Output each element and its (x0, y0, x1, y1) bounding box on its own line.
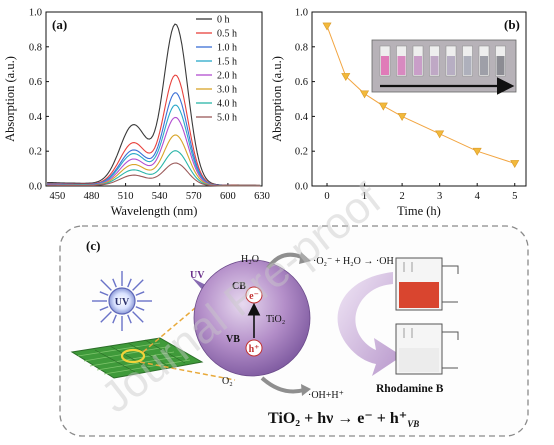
x-axis-label-a: Wavelength (nm) (111, 204, 198, 218)
y-tick-label-b: 1.0 (295, 8, 308, 19)
x-tick-label-b: 2 (399, 191, 404, 202)
y-tick-label-b: 0.8 (295, 42, 308, 53)
beaker-before-icon (395, 257, 459, 311)
y-tick-label-b: 0.2 (295, 147, 308, 158)
decay-point (472, 147, 482, 156)
x-tick-label-b: 3 (437, 191, 442, 202)
decay-point (378, 102, 388, 111)
uv-arrow-label: UV (190, 270, 205, 281)
spectrum-line-4 (47, 116, 261, 187)
x-tick-label-b: 5 (512, 191, 517, 202)
panel-label-a: (a) (52, 17, 67, 32)
x-tick-label-a: 570 (186, 191, 202, 202)
uv-ray (135, 306, 145, 311)
mechanism-diagram: (c) UV UV CB VB e⁻ h⁺ TiO₂ (59, 225, 529, 437)
uv-ray (100, 279, 112, 291)
y-tick-label-a: 0.6 (29, 77, 42, 88)
electron-label: e⁻ (249, 291, 259, 302)
o2-label: O₂ (222, 376, 233, 387)
reaction-top: ·O₂⁻ + H₂O → ·OH (313, 256, 394, 267)
tio2-sphere-icon (193, 259, 311, 377)
inset-photo (371, 39, 517, 93)
uv-ray (112, 314, 117, 324)
uv-ray (132, 279, 144, 291)
decay-line (326, 25, 515, 164)
vb-label: VB (226, 334, 240, 345)
x-tick-label-a: 540 (152, 191, 168, 202)
y-tick-label-b: 0.6 (295, 77, 308, 88)
x-tick-label-b: 0 (324, 191, 329, 202)
y-tick-label-b: 0.0 (295, 182, 308, 193)
legend-label-a: 5.0 h (217, 113, 237, 124)
vial-solution (381, 56, 389, 75)
x-tick-label-a: 600 (220, 191, 236, 202)
x-tick-label-b: 4 (475, 191, 481, 202)
x-tick-label-a: 510 (118, 191, 134, 202)
x-tick-label-a: 450 (49, 191, 65, 202)
decay-point (360, 90, 370, 99)
vial-solution (480, 56, 488, 75)
decay-point (322, 22, 332, 31)
hole-label: h⁺ (249, 344, 260, 355)
legend-label-a: 1.0 h (217, 43, 237, 54)
vial-solution (397, 56, 406, 75)
spectra-chart: 450 480 510 540 570 600 630 0.0 0.2 0.4 0.6 0.8 1.0 W… (3, 8, 270, 219)
decay-point (510, 160, 520, 168)
y-axis-label-b: Absorption (a.u.) (270, 56, 284, 142)
plot-frame-b (311, 11, 527, 187)
bottom-curved-arrow (260, 376, 305, 394)
x-tick-label-a: 630 (254, 191, 270, 202)
tio2-label: TiO₂ (266, 314, 285, 325)
uv-ray (99, 291, 109, 296)
decay-point (435, 130, 445, 139)
vial-solution (447, 56, 455, 75)
vial-solution (414, 56, 422, 75)
degradation-arrow-icon (337, 272, 402, 376)
x-tick-label-a: 480 (84, 191, 100, 202)
legend-label-a: 4.0 h (217, 99, 237, 110)
plot-frame-a (45, 11, 263, 187)
legend-label-a: 3.0 h (217, 85, 237, 96)
h2o-label: H₂O (241, 254, 259, 265)
uv-ray (127, 278, 132, 288)
uv-ray (135, 291, 145, 296)
legend-label-a: 0 h (217, 15, 230, 26)
legend-label-a: 2.0 h (217, 71, 237, 82)
uv-ray (132, 311, 144, 323)
equation-text: TiO₂ + hν → e⁻ + h⁺VB (268, 410, 419, 429)
uv-label: UV (115, 297, 130, 308)
legend-label-a: 0.5 h (217, 29, 237, 40)
x-axis-label-b: Time (h) (397, 204, 441, 218)
spectrum-line-7 (47, 162, 261, 187)
y-axis-label-a: Absorption (a.u.) (3, 56, 17, 142)
panel-label-c: (c) (86, 238, 100, 253)
catalyst-sheet-icon (70, 337, 204, 379)
uv-ray (99, 306, 109, 311)
product-label: Rhodamine B (376, 383, 444, 395)
reaction-bottom: ·OH+H⁺ (308, 390, 344, 401)
uv-ray (127, 314, 132, 324)
y-tick-label-b: 0.4 (295, 112, 309, 123)
beaker-after-icon (395, 323, 459, 375)
vial-solution (463, 56, 472, 75)
y-tick-label-a: 0.2 (29, 147, 42, 158)
vial-solution (496, 56, 505, 75)
y-tick-label-a: 0.8 (29, 42, 42, 53)
legend-label-a: 1.5 h (217, 57, 237, 68)
panel-label-b: (b) (504, 17, 520, 32)
x-tick-label-b: 1 (362, 191, 367, 202)
decay-point (341, 73, 351, 81)
decay-chart: 0 1 2 3 4 5 0.0 0.2 0.4 0.6 0.8 1.0 Time (h) Absorpti… (270, 8, 527, 218)
y-tick-label-a: 0.4 (29, 112, 43, 123)
y-tick-label-a: 1.0 (29, 8, 42, 19)
cb-label: CB (232, 281, 246, 292)
decay-point (397, 113, 407, 122)
vial-solution (430, 56, 439, 75)
uv-ray (112, 278, 117, 288)
uv-lamp-icon: UV (92, 271, 152, 331)
y-tick-label-a: 0.0 (29, 182, 42, 193)
uv-ray (100, 311, 112, 323)
